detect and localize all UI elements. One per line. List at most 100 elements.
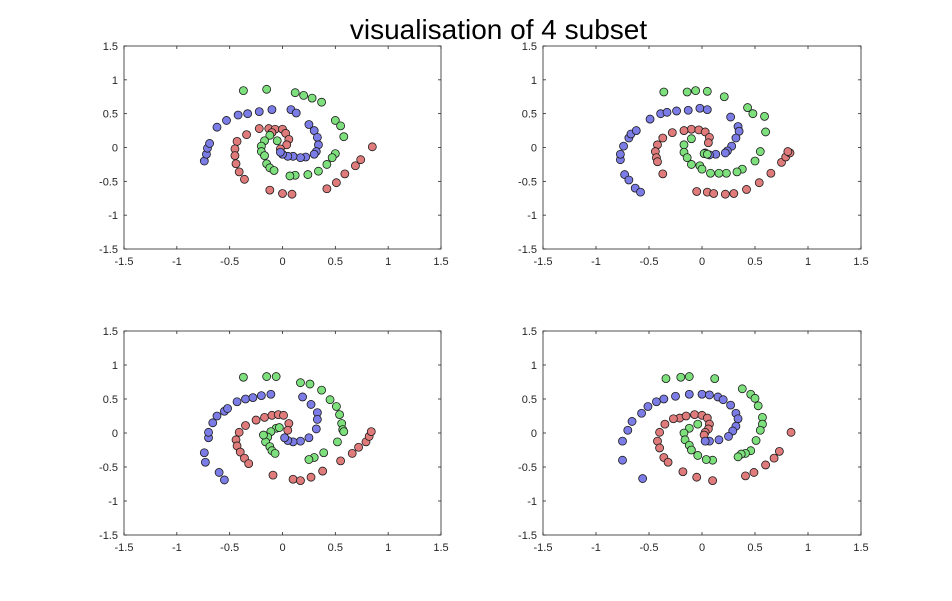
scatter-point-class-2 (304, 433, 314, 443)
scatter-point-class-1 (678, 467, 688, 477)
y-tick-label: 1 (531, 75, 537, 87)
scatter-point-class-3 (719, 92, 729, 102)
y-tick-label: -0.5 (99, 462, 118, 474)
scatter-point-class-2 (702, 105, 712, 115)
scatter-point-class-3 (327, 153, 337, 163)
scatter-point-class-2 (306, 400, 316, 409)
scatter-point-class-2 (205, 139, 214, 148)
x-tick-label: 1 (805, 256, 811, 268)
scatter-point-class-3 (753, 401, 763, 411)
scatter-point-class-3 (755, 425, 765, 435)
y-tick-label: 0 (531, 143, 537, 155)
scatter-point-class-1 (235, 447, 245, 457)
y-tick-label: 1 (531, 360, 537, 372)
x-tick-label: 0 (279, 256, 285, 268)
scatter-point-class-2 (212, 411, 222, 421)
scatter-point-class-1 (681, 411, 691, 421)
scatter-point-class-1 (282, 140, 292, 150)
scatter-point-class-2 (296, 436, 305, 446)
scatter-point-class-3 (339, 427, 349, 437)
x-tick-label: 1 (805, 542, 811, 554)
scatter-point-class-3 (676, 372, 686, 382)
scatter-point-class-3 (262, 84, 272, 94)
scatter-point-class-3 (285, 171, 295, 181)
scatter-point-class-1 (336, 456, 346, 466)
scatter-point-class-1 (288, 474, 298, 484)
scatter-point-class-3 (239, 86, 248, 96)
scatter-point-class-2 (312, 414, 322, 424)
scatter-point-class-2 (296, 153, 305, 163)
scatter-point-class-1 (367, 142, 377, 152)
x-tick-label: -0.5 (640, 542, 659, 554)
scatter-point-class-2 (208, 418, 218, 428)
y-tick-label: -1.5 (518, 244, 537, 256)
scatter-point-class-1 (296, 476, 305, 486)
y-tick-label: 1 (112, 360, 118, 372)
scatter-point-class-3 (750, 393, 760, 403)
x-tick-label: 0 (699, 256, 705, 268)
y-tick-label: -1.5 (99, 530, 118, 542)
scatter-point-class-2 (724, 431, 733, 441)
scatter-point-class-2 (618, 436, 627, 446)
scatter-point-class-1 (761, 460, 770, 470)
scatter-point-class-1 (658, 169, 668, 179)
scatter-point-class-2 (254, 107, 264, 117)
x-tick-label: 1.5 (853, 256, 868, 268)
scatter-point-class-1 (356, 155, 366, 165)
scatter-point-class-3 (661, 374, 671, 384)
scatter-point-class-3 (331, 402, 341, 411)
scatter-point-class-1 (232, 137, 242, 146)
scatter-point-class-1 (667, 128, 677, 138)
scatter-point-class-3 (317, 97, 326, 107)
y-tick-label: 1.5 (522, 326, 537, 338)
x-tick-label: 1 (385, 542, 391, 554)
x-tick-label: -1.5 (534, 256, 553, 268)
scatter-point-class-3 (322, 160, 332, 169)
scatter-point-class-2 (726, 112, 736, 122)
scatter-point-class-1 (322, 184, 332, 194)
x-tick-label: -1.5 (534, 542, 553, 554)
x-tick-label: 0.5 (328, 256, 343, 268)
scatter-point-class-3 (687, 134, 696, 144)
scatter-point-class-1 (351, 161, 360, 171)
scatter-point-class-1 (653, 157, 662, 167)
scatter-point-class-3 (687, 160, 696, 169)
scatter-point-class-2 (232, 397, 242, 407)
y-tick-label: -1 (108, 210, 118, 222)
scatter-point-class-1 (279, 410, 288, 420)
scatter-point-class-1 (766, 168, 776, 178)
x-tick-label: 1 (385, 256, 391, 268)
scatter-point-class-3 (307, 93, 317, 103)
y-tick-label: 0.5 (522, 394, 537, 406)
scatter-point-class-1 (709, 189, 719, 198)
scatter-point-class-2 (662, 107, 672, 117)
scatter-point-class-2 (222, 116, 231, 125)
subplot-top-left: -1.5 -1 -0.5 0 0.5 1 1.5 -1.5 -1 -0.5 0 0.5 1 1.5 (99, 41, 449, 268)
scatter-point-class-3 (701, 455, 711, 464)
scatter-point-class-2 (636, 187, 645, 197)
scatter-point-class-2 (624, 175, 634, 185)
scatter-point-class-1 (658, 133, 668, 143)
scatter-point-class-1 (663, 457, 673, 467)
scatter-point-class-2 (304, 120, 314, 129)
scatter-point-class-3 (733, 452, 743, 462)
x-tick-label: -1.5 (115, 256, 134, 268)
scatter-point-class-2 (659, 394, 669, 404)
scatter-point-class-2 (726, 400, 736, 410)
scatter-point-class-2 (241, 394, 250, 404)
scatter-point-class-3 (748, 109, 758, 119)
x-tick-label: -1 (591, 542, 601, 554)
scatter-point-class-2 (638, 474, 648, 483)
axes-box (542, 45, 862, 250)
scatter-point-class-2 (275, 147, 285, 157)
scatter-point-class-3 (706, 168, 715, 178)
scatter-point-class-1 (265, 185, 275, 195)
scatter-point-class-3 (737, 384, 747, 394)
y-tick-label: -0.5 (99, 176, 118, 188)
scatter-point-class-2 (731, 133, 741, 143)
scatter-point-class-3 (751, 436, 761, 445)
scatter-point-class-1 (268, 470, 278, 480)
scatter-point-class-1 (720, 189, 730, 199)
y-tick-label: 0.5 (103, 109, 118, 121)
